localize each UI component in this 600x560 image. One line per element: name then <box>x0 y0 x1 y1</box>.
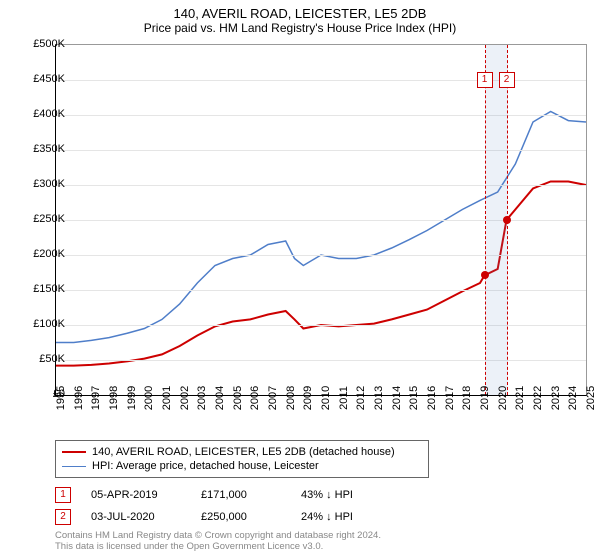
x-tick-label: 2017 <box>444 386 456 410</box>
x-tick-label: 2003 <box>196 386 208 410</box>
tx-date: 05-APR-2019 <box>91 489 181 501</box>
x-tick-label: 2014 <box>391 386 403 410</box>
transaction-point-1 <box>481 271 489 279</box>
x-tick-label: 2004 <box>214 386 226 410</box>
x-tick-label: 2022 <box>532 386 544 410</box>
legend-row-property: 140, AVERIL ROAD, LEICESTER, LE5 2DB (de… <box>62 445 422 459</box>
legend-label-hpi: HPI: Average price, detached house, Leic… <box>92 460 319 472</box>
x-tick-label: 2000 <box>143 386 155 410</box>
x-tick-label: 2025 <box>585 386 597 410</box>
y-tick-label: £400K <box>15 108 65 120</box>
x-tick-label: 2008 <box>285 386 297 410</box>
tx-price: £250,000 <box>201 511 281 523</box>
x-tick-label: 2007 <box>267 386 279 410</box>
y-tick-label: £200K <box>15 248 65 260</box>
x-tick-label: 2009 <box>302 386 314 410</box>
x-tick-label: 2002 <box>179 386 191 410</box>
footer-line-1: Contains HM Land Registry data © Crown c… <box>55 530 381 541</box>
tx-vs-hpi: 43% ↓ HPI <box>301 489 381 501</box>
x-tick-label: 1997 <box>90 386 102 410</box>
x-tick-label: 2011 <box>338 386 350 410</box>
x-tick-label: 2001 <box>161 386 173 410</box>
legend-swatch-blue <box>62 466 86 467</box>
y-tick-label: £350K <box>15 143 65 155</box>
attribution-footer: Contains HM Land Registry data © Crown c… <box>55 530 381 553</box>
chart-title: 140, AVERIL ROAD, LEICESTER, LE5 2DB <box>0 0 600 21</box>
x-tick-label: 2005 <box>232 386 244 410</box>
x-tick-label: 1999 <box>126 386 138 410</box>
tx-vs-hpi: 24% ↓ HPI <box>301 511 381 523</box>
chart-container: 140, AVERIL ROAD, LEICESTER, LE5 2DB Pri… <box>0 0 600 560</box>
tx-badge: 1 <box>55 487 71 503</box>
transactions-table: 1 05-APR-2019 £171,000 43% ↓ HPI 2 03-JUL-202… <box>55 484 381 528</box>
footer-line-2: This data is licensed under the Open Gov… <box>55 541 323 552</box>
transaction-badge-1: 1 <box>477 72 493 88</box>
x-tick-label: 2013 <box>373 386 385 410</box>
legend-swatch-red <box>62 451 86 453</box>
plot-area: 12 <box>55 44 587 396</box>
tx-price: £171,000 <box>201 489 281 501</box>
x-tick-label: 2024 <box>567 386 579 410</box>
x-tick-label: 2018 <box>461 386 473 410</box>
x-tick-label: 2021 <box>514 386 526 410</box>
x-tick-label: 2010 <box>320 386 332 410</box>
transaction-row: 2 03-JUL-2020 £250,000 24% ↓ HPI <box>55 506 381 528</box>
transaction-point-2 <box>503 216 511 224</box>
x-tick-label: 2006 <box>249 386 261 410</box>
y-tick-label: £50K <box>15 353 65 365</box>
legend: 140, AVERIL ROAD, LEICESTER, LE5 2DB (de… <box>55 440 429 478</box>
x-tick-label: 1995 <box>55 386 67 410</box>
x-tick-label: 2015 <box>408 386 420 410</box>
y-tick-label: £250K <box>15 213 65 225</box>
legend-label-property: 140, AVERIL ROAD, LEICESTER, LE5 2DB (de… <box>92 446 395 458</box>
y-tick-label: £300K <box>15 178 65 190</box>
x-tick-label: 2016 <box>426 386 438 410</box>
x-tick-label: 1996 <box>73 386 85 410</box>
legend-row-hpi: HPI: Average price, detached house, Leic… <box>62 459 422 473</box>
chart-subtitle: Price paid vs. HM Land Registry's House … <box>0 21 600 39</box>
x-tick-label: 2023 <box>550 386 562 410</box>
x-tick-label: 2020 <box>497 386 509 410</box>
tx-badge: 2 <box>55 509 71 525</box>
transaction-row: 1 05-APR-2019 £171,000 43% ↓ HPI <box>55 484 381 506</box>
x-tick-label: 2012 <box>355 386 367 410</box>
x-tick-label: 2019 <box>479 386 491 410</box>
y-tick-label: £500K <box>15 38 65 50</box>
transaction-badge-2: 2 <box>499 72 515 88</box>
tx-date: 03-JUL-2020 <box>91 511 181 523</box>
x-tick-label: 1998 <box>108 386 120 410</box>
y-tick-label: £150K <box>15 283 65 295</box>
y-tick-label: £100K <box>15 318 65 330</box>
y-tick-label: £450K <box>15 73 65 85</box>
